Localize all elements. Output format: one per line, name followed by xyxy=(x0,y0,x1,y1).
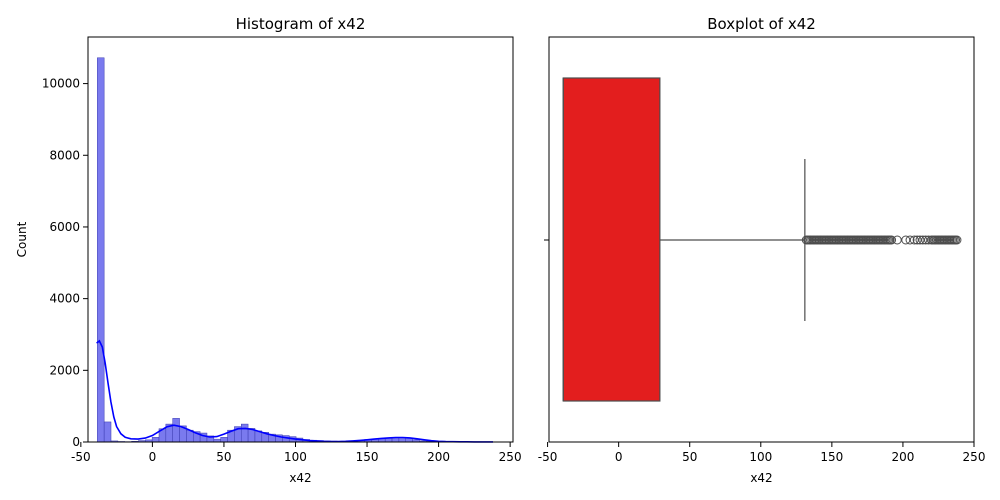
boxplot-x-tick-label: 200 xyxy=(891,450,914,464)
histogram-title: Histogram of x42 xyxy=(236,15,366,33)
histogram-ylabel: Count xyxy=(15,221,29,257)
histogram-bar xyxy=(151,437,160,443)
boxplot-outlier xyxy=(887,235,897,245)
histogram-bar xyxy=(220,437,228,443)
boxplot-outlier xyxy=(918,235,928,245)
histogram-y-tick-label: 4000 xyxy=(49,292,80,306)
boxplot-outlier xyxy=(892,235,902,245)
histogram-bar xyxy=(240,423,249,443)
boxplot-outlier xyxy=(924,235,934,245)
boxplot-x-tick-label: 100 xyxy=(749,450,772,464)
histogram-panel: Histogram of x42 -50 0 50 100 150 200 25002000… xyxy=(15,15,522,485)
histogram-x-tick-label: 100 xyxy=(284,450,307,464)
boxplot-title: Boxplot of x42 xyxy=(707,15,816,33)
boxplot-outlier xyxy=(952,235,962,245)
boxplot-panel: Boxplot of x42 -50 0 50 100 150 200 250 x42 xyxy=(538,15,986,485)
histogram-bar xyxy=(172,418,180,443)
boxplot-x-tick-label: 50 xyxy=(682,450,697,464)
histogram-y-tick-label: 10000 xyxy=(42,77,80,91)
boxplot-outlier xyxy=(912,235,922,245)
boxplot-x-tick-label: 150 xyxy=(820,450,843,464)
boxplot-box xyxy=(562,77,661,402)
boxplot-outlier xyxy=(915,235,925,245)
histogram-y-tick-label: 0 xyxy=(72,435,80,449)
histogram-frame xyxy=(87,36,514,443)
boxplot-plot-area: -50 0 50 100 150 200 250 xyxy=(538,77,986,464)
boxplot-x-tick-label: -50 xyxy=(538,450,558,464)
histogram-x-tick-label: -50 xyxy=(71,450,91,464)
histogram-xlabel: x42 xyxy=(289,471,311,485)
boxplot-outlier xyxy=(921,235,931,245)
histogram-y-tick-label: 2000 xyxy=(49,363,80,377)
histogram-x-tick-label: 0 xyxy=(149,450,157,464)
boxplot-x-tick-label: 0 xyxy=(615,450,623,464)
histogram-y-tick-label: 6000 xyxy=(49,220,80,234)
histogram-y-tick-label: 8000 xyxy=(49,148,80,162)
boxplot-outlier xyxy=(905,235,915,245)
boxplot-outlier xyxy=(901,235,911,245)
boxplot-x-tick-label: 250 xyxy=(963,450,986,464)
boxplot-xlabel: x42 xyxy=(750,471,772,485)
histogram-x-tick-label: 50 xyxy=(216,450,231,464)
histogram-bar xyxy=(97,57,105,443)
histogram-x-tick-label: 150 xyxy=(356,450,379,464)
histogram-bar xyxy=(103,421,112,443)
kde-line xyxy=(96,339,493,443)
histogram-x-tick-label: 250 xyxy=(499,450,522,464)
boxplot-outlier xyxy=(909,235,919,245)
histogram-x-tick-label: 200 xyxy=(427,450,450,464)
